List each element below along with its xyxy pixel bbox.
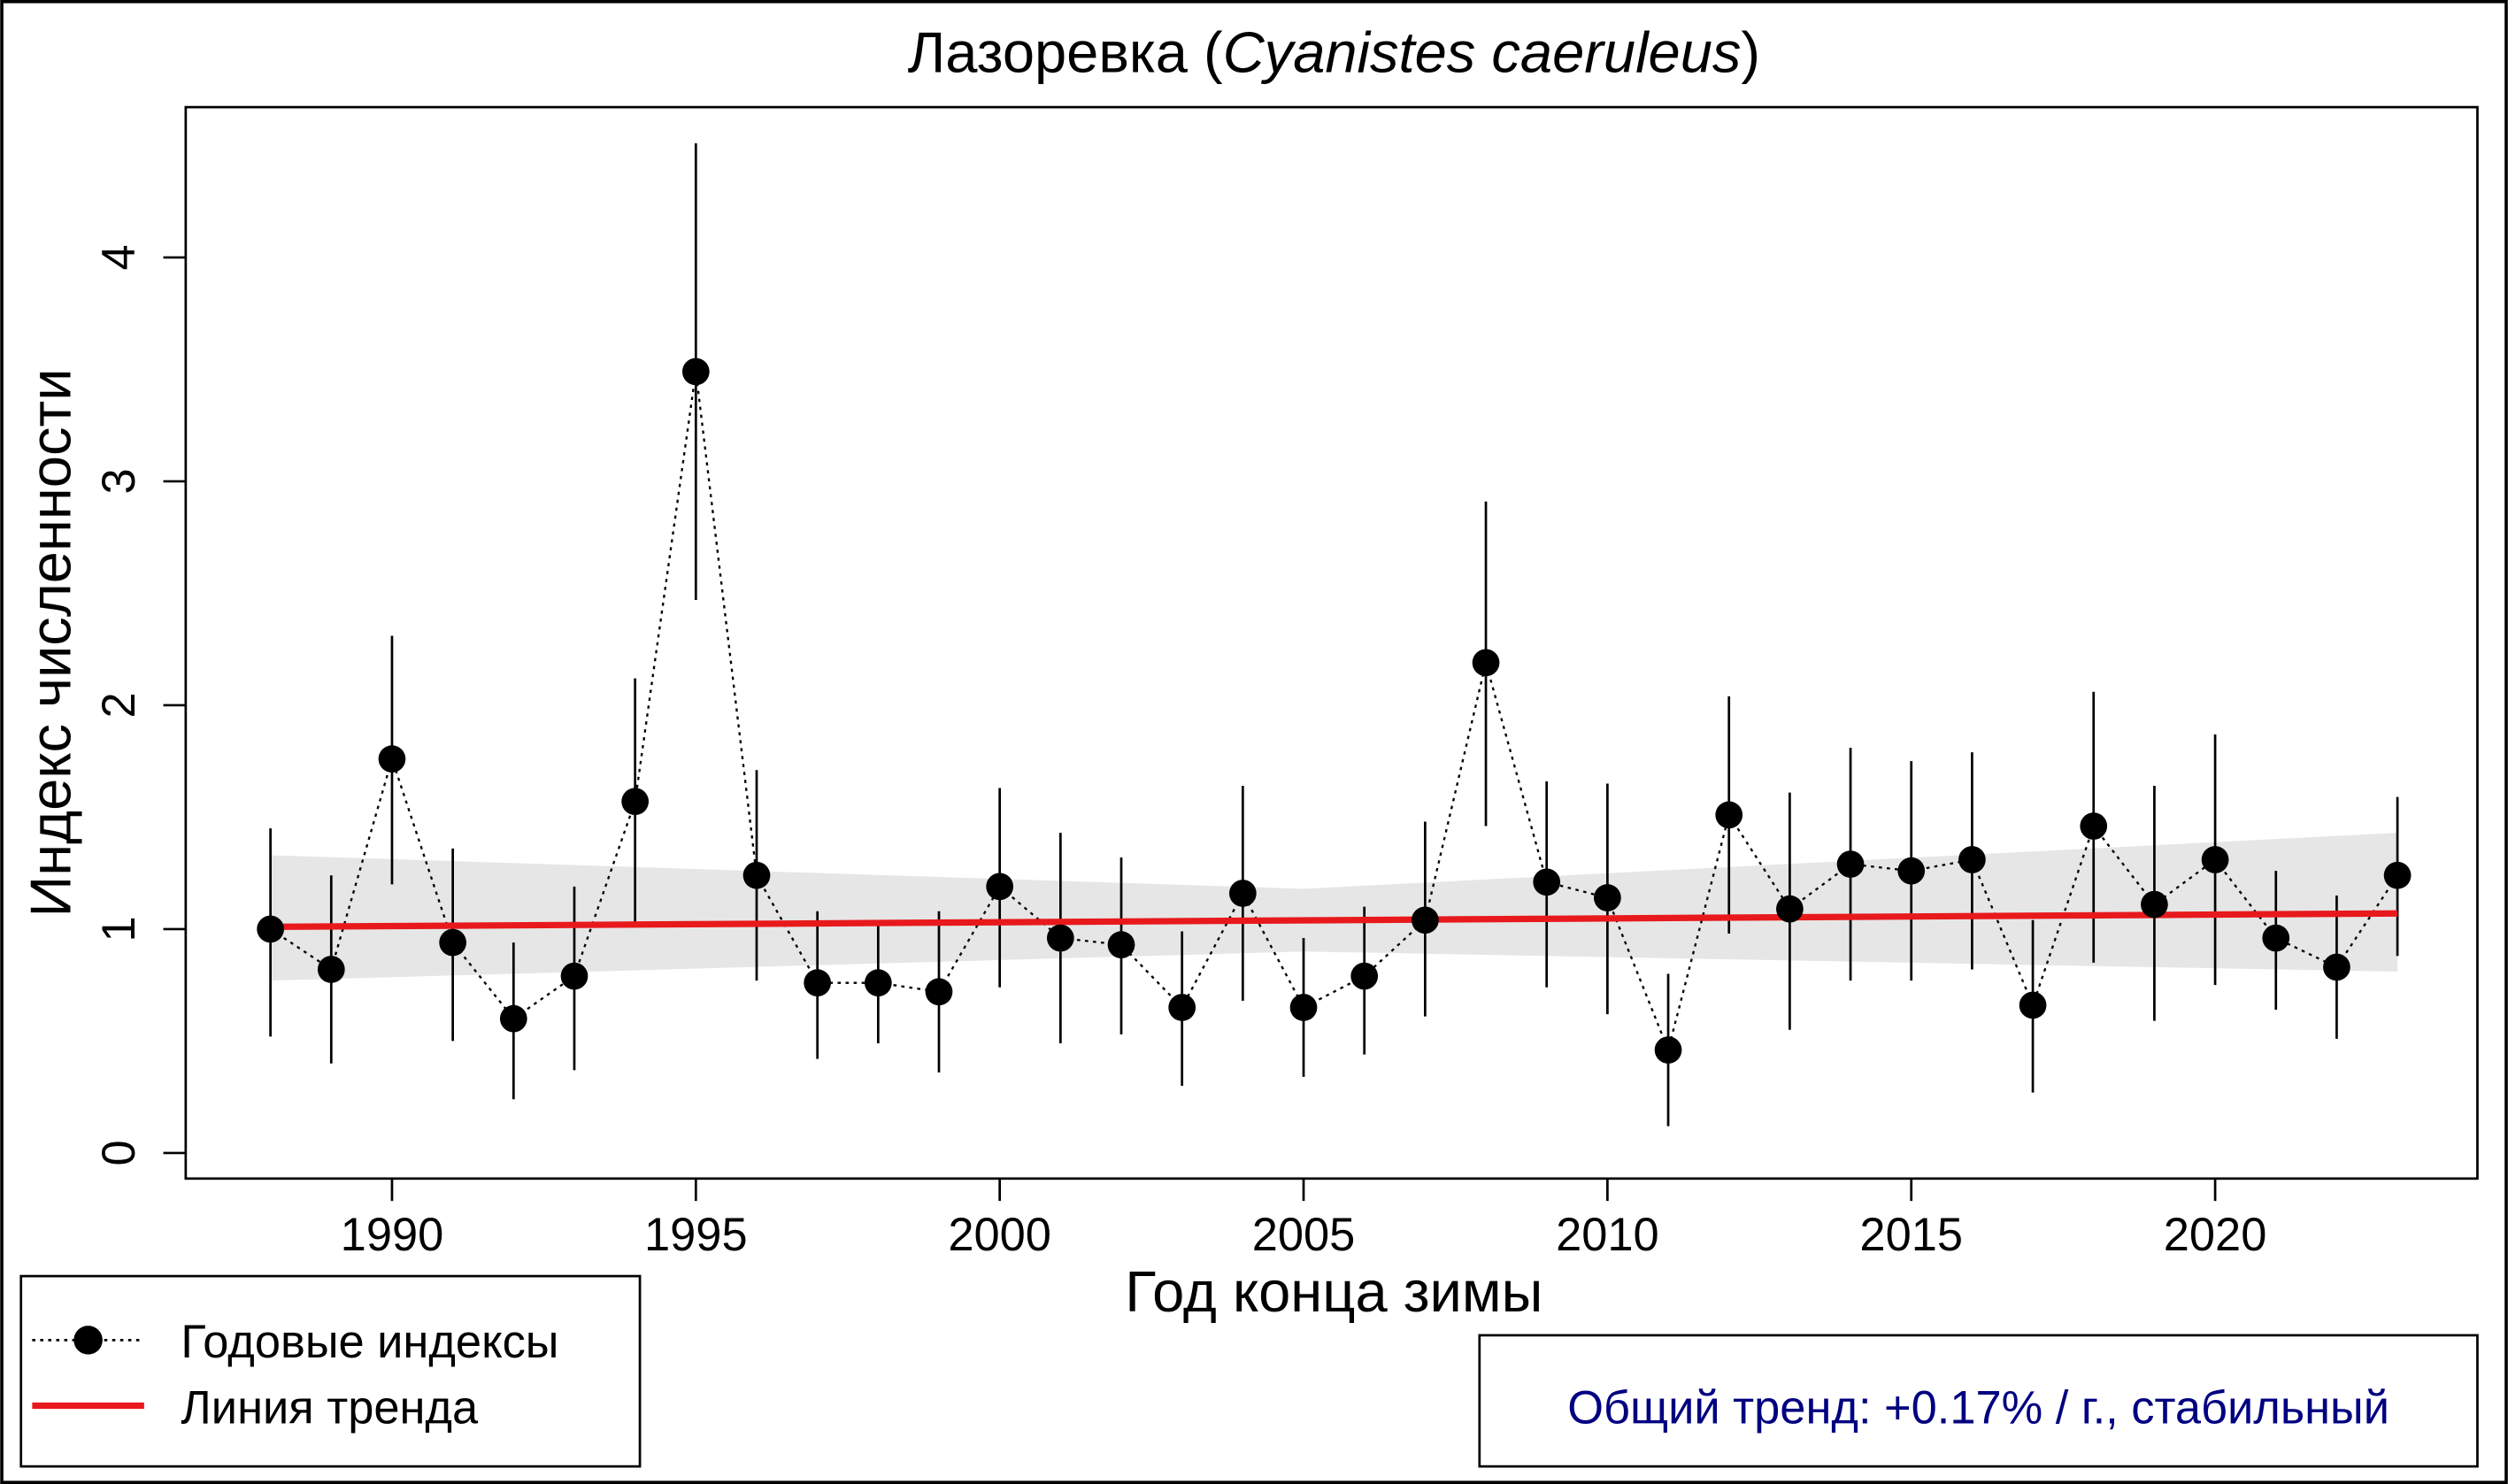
data-point xyxy=(2383,861,2412,889)
legend-label-indices: Годовые индексы xyxy=(181,1317,558,1368)
plot-area: 1990 1995 2000 2005 2010 2015 2020 0 1 2 3 4 xyxy=(94,142,2412,1261)
data-point xyxy=(2080,812,2108,840)
data-point xyxy=(257,915,284,943)
y-tick-label: 3 xyxy=(94,468,145,494)
data-point xyxy=(1168,994,1196,1021)
annotation-box xyxy=(1478,1334,2479,1468)
data-point xyxy=(1412,906,1439,934)
data-point xyxy=(1350,962,1379,990)
data-point xyxy=(681,358,710,386)
index-dotted-line xyxy=(269,371,2399,1054)
legend-label-trend: Линия тренда xyxy=(181,1382,479,1434)
data-point xyxy=(2141,890,2168,919)
y-tick-label: 4 xyxy=(94,244,145,270)
data-point xyxy=(439,928,466,957)
legend: Годовые индексы Линия тренда xyxy=(19,1274,642,1468)
trend-confidence-band xyxy=(270,833,2398,981)
y-tick-label: 2 xyxy=(94,692,145,718)
data-point xyxy=(499,1004,527,1033)
data-point xyxy=(1958,846,1986,873)
data-point xyxy=(1533,868,1561,896)
data-point xyxy=(1897,857,1926,885)
x-axis-label: Год конца зимы xyxy=(1125,1259,1542,1324)
x-tick-label: 1990 xyxy=(341,1210,444,1261)
chart-title: Лазоревка (Cyanistes caeruleus) xyxy=(908,19,1760,84)
data-point xyxy=(1472,649,1500,677)
data-point xyxy=(864,969,892,997)
y-tick-label: 0 xyxy=(94,1140,145,1165)
plot-frame xyxy=(184,105,2479,1180)
data-point xyxy=(2201,846,2229,873)
x-tick-label: 2020 xyxy=(2164,1210,2267,1261)
data-point xyxy=(804,969,832,997)
y-axis-label: Индекс численности xyxy=(19,368,83,917)
data-point xyxy=(1836,850,1865,878)
data-point xyxy=(1289,994,1318,1021)
annotation-text: Общий тренд: +0.17% / г., стабильный xyxy=(1567,1382,2389,1434)
x-tick-label: 2010 xyxy=(1556,1210,1659,1261)
data-point xyxy=(560,962,589,990)
data-point xyxy=(1107,931,1135,959)
y-tick-label: 1 xyxy=(94,916,145,942)
legend-box xyxy=(19,1274,642,1468)
data-point xyxy=(317,956,345,983)
x-tick-label: 1995 xyxy=(644,1210,748,1261)
data-point xyxy=(1046,924,1074,952)
data-point xyxy=(621,788,650,816)
data-point xyxy=(1776,895,1804,923)
data-point xyxy=(986,873,1014,901)
data-point xyxy=(1715,801,1743,829)
trend-annotation: Общий тренд: +0.17% / г., стабильный xyxy=(1478,1334,2479,1468)
data-point xyxy=(2323,953,2350,981)
data-point xyxy=(925,978,953,1006)
trend-line xyxy=(270,910,2398,931)
data-point xyxy=(742,861,771,889)
x-tick-label: 2005 xyxy=(1252,1210,1356,1261)
data-point xyxy=(1654,1036,1682,1064)
data-point xyxy=(2019,991,2047,1019)
x-tick-label: 2000 xyxy=(948,1210,1051,1261)
data-point xyxy=(1594,884,1621,911)
legend-point-marker xyxy=(73,1326,103,1355)
data-point xyxy=(2262,924,2290,952)
x-tick-label: 2015 xyxy=(1859,1210,1963,1261)
data-point xyxy=(378,745,406,773)
data-point xyxy=(1228,880,1257,907)
